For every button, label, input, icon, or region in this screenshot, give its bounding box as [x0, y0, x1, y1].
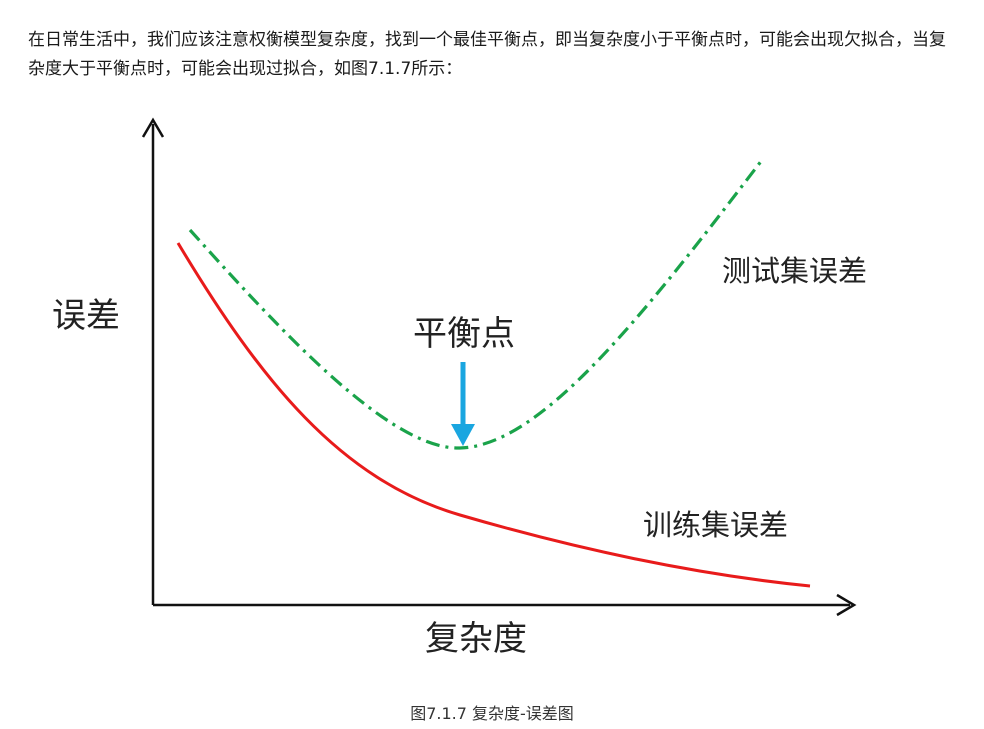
y-axis-arrowhead: [141, 117, 165, 138]
train-curve-label: 训练集误差: [643, 508, 788, 542]
test-error-curve: [188, 159, 764, 450]
figure-caption: 图7.1.7 复杂度-误差图: [410, 704, 574, 723]
train-error-curve: [176, 242, 811, 588]
x-axis-label: 复杂度: [425, 619, 527, 659]
test-curve-label: 测试集误差: [722, 254, 867, 288]
y-axis-label: 误差: [52, 296, 120, 336]
x-axis-arrowhead: [836, 593, 857, 617]
balance-point-label: 平衡点: [413, 314, 515, 354]
intro-paragraph: 在日常生活中，我们应该注意权衡模型复杂度，找到一个最佳平衡点，即当复杂度小于平衡…: [28, 30, 946, 79]
balance-point-arrowhead: [451, 424, 475, 446]
